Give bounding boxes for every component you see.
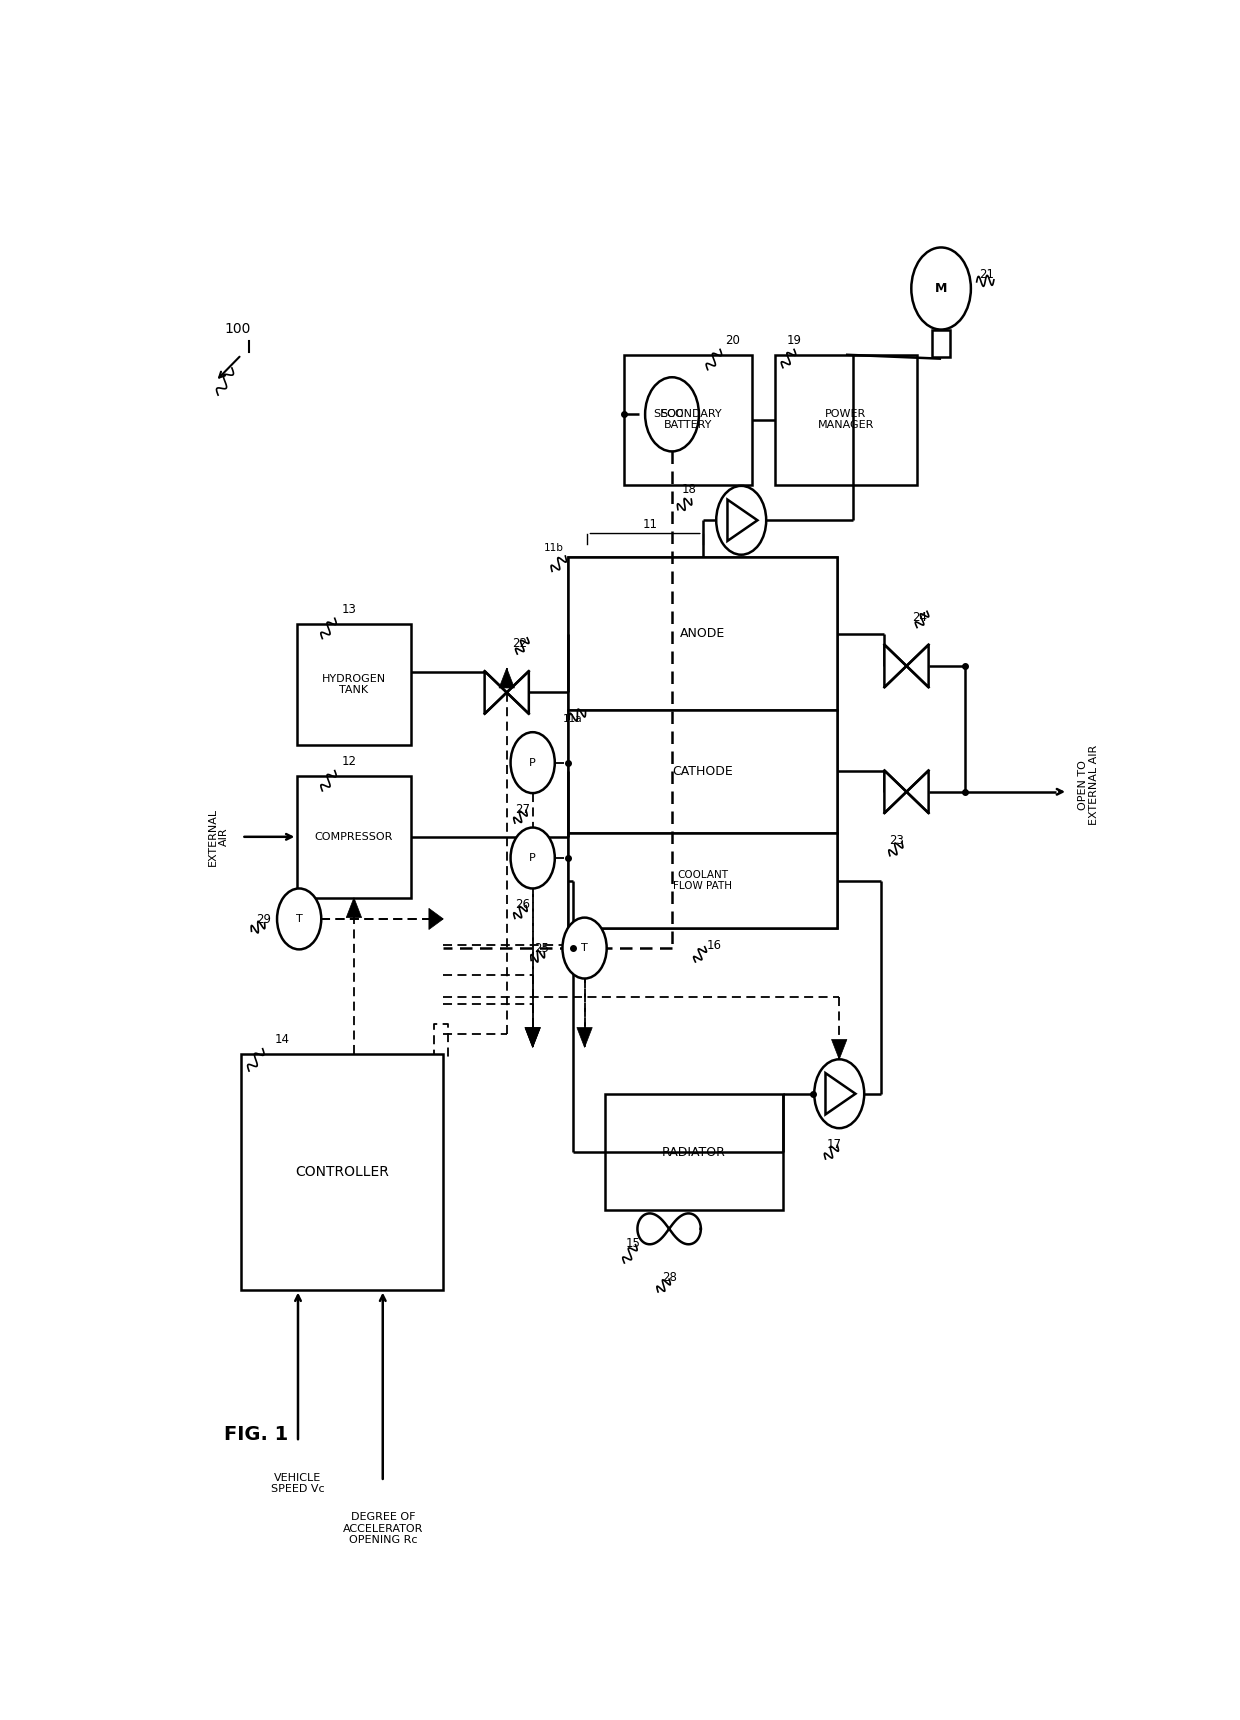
Bar bbox=[298, 776, 410, 898]
Bar bbox=[568, 832, 837, 929]
Text: T: T bbox=[582, 943, 588, 953]
Text: 14: 14 bbox=[274, 1034, 289, 1046]
Polygon shape bbox=[832, 1039, 847, 1060]
Text: 15: 15 bbox=[626, 1237, 641, 1250]
Text: POWER
MANAGER: POWER MANAGER bbox=[817, 409, 874, 430]
Bar bbox=[775, 354, 918, 485]
Text: 12: 12 bbox=[342, 755, 357, 767]
Polygon shape bbox=[525, 1027, 541, 1047]
Text: 22: 22 bbox=[512, 636, 527, 650]
Circle shape bbox=[511, 827, 554, 889]
Text: 11: 11 bbox=[642, 518, 657, 531]
Polygon shape bbox=[906, 771, 929, 814]
Polygon shape bbox=[346, 898, 362, 917]
Text: 23: 23 bbox=[889, 834, 904, 848]
Text: 13: 13 bbox=[342, 602, 357, 616]
Text: SECONDARY
BATTERY: SECONDARY BATTERY bbox=[653, 409, 722, 430]
Polygon shape bbox=[884, 645, 906, 688]
Circle shape bbox=[645, 377, 699, 451]
Text: 18: 18 bbox=[682, 483, 697, 497]
Text: 19: 19 bbox=[786, 334, 801, 347]
Text: FIG. 1: FIG. 1 bbox=[224, 1424, 289, 1443]
Polygon shape bbox=[826, 1073, 856, 1115]
Circle shape bbox=[717, 485, 766, 556]
Text: EXTERNAL
AIR: EXTERNAL AIR bbox=[207, 808, 229, 865]
Circle shape bbox=[277, 889, 321, 949]
Text: T: T bbox=[296, 913, 303, 924]
Text: CATHODE: CATHODE bbox=[672, 765, 733, 777]
Bar bbox=[568, 557, 837, 929]
Polygon shape bbox=[577, 1027, 593, 1047]
Text: HYDROGEN
TANK: HYDROGEN TANK bbox=[322, 674, 386, 695]
Text: SOC: SOC bbox=[660, 409, 683, 420]
Bar bbox=[298, 624, 410, 745]
Text: 11b: 11b bbox=[543, 544, 563, 554]
Polygon shape bbox=[498, 667, 515, 688]
Text: 17: 17 bbox=[827, 1137, 842, 1151]
Polygon shape bbox=[485, 671, 507, 714]
Circle shape bbox=[563, 917, 606, 979]
Circle shape bbox=[511, 733, 554, 793]
Text: 21: 21 bbox=[980, 268, 994, 280]
Bar bbox=[624, 354, 751, 485]
Circle shape bbox=[911, 248, 971, 330]
Polygon shape bbox=[884, 771, 906, 814]
Text: 20: 20 bbox=[725, 334, 740, 347]
Text: 11a: 11a bbox=[563, 714, 583, 724]
Text: 27: 27 bbox=[516, 803, 531, 815]
Polygon shape bbox=[429, 908, 444, 929]
Text: 29: 29 bbox=[255, 913, 270, 925]
Text: OPEN TO
EXTERNAL AIR: OPEN TO EXTERNAL AIR bbox=[1078, 745, 1099, 826]
Text: P: P bbox=[529, 853, 536, 863]
Bar bbox=[242, 1054, 444, 1290]
Text: CONTROLLER: CONTROLLER bbox=[295, 1164, 389, 1178]
Text: DEGREE OF
ACCELERATOR
OPENING Rc: DEGREE OF ACCELERATOR OPENING Rc bbox=[342, 1512, 423, 1546]
Circle shape bbox=[815, 1060, 864, 1128]
Text: 24: 24 bbox=[913, 611, 928, 624]
Text: 26: 26 bbox=[516, 898, 531, 912]
Text: 28: 28 bbox=[662, 1271, 677, 1285]
Bar bbox=[605, 1094, 782, 1211]
Text: COMPRESSOR: COMPRESSOR bbox=[315, 832, 393, 841]
Polygon shape bbox=[507, 671, 528, 714]
Bar bbox=[932, 330, 950, 358]
Bar bbox=[568, 710, 837, 832]
Text: M: M bbox=[935, 282, 947, 296]
Text: 16: 16 bbox=[707, 939, 722, 953]
Text: 100: 100 bbox=[224, 322, 250, 335]
Polygon shape bbox=[906, 645, 929, 688]
Polygon shape bbox=[728, 499, 758, 542]
Polygon shape bbox=[525, 1027, 541, 1047]
Text: COOLANT
FLOW PATH: COOLANT FLOW PATH bbox=[673, 870, 733, 891]
Bar bbox=[568, 557, 837, 710]
Text: 25: 25 bbox=[534, 941, 549, 955]
Text: ANODE: ANODE bbox=[681, 628, 725, 640]
Text: RADIATOR: RADIATOR bbox=[662, 1146, 725, 1159]
Text: P: P bbox=[529, 757, 536, 767]
Text: VEHICLE
SPEED Vc: VEHICLE SPEED Vc bbox=[272, 1472, 325, 1495]
